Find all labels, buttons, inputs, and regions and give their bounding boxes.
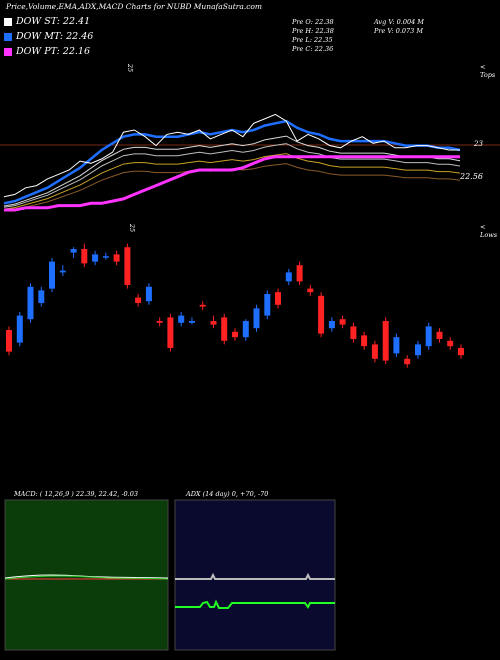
legend-swatch-st [4,17,12,26]
candle-up [92,254,99,262]
legend-dow-pt-label: DOW PT: 22.16 [16,46,90,57]
legend-dow-mt: DOW MT: 22.46 [4,31,93,42]
candle-down [167,317,174,348]
candle-down [124,247,131,285]
candle-up [102,256,109,258]
marker-low: 25 [128,223,137,233]
price-level-23: 23 [474,140,483,148]
marker-top: 25 [126,63,135,73]
adx-line [175,572,335,580]
adx-plus-line [175,599,335,609]
candle-up [16,315,23,343]
candle-down [232,331,238,338]
prev-close: Pre C: 22.36 [292,45,334,53]
candle-down [382,321,389,361]
legend-swatch-pt [4,47,12,56]
candle-up [145,286,152,302]
candle-down [210,321,217,325]
candle-up [27,286,34,320]
candle-down [307,288,314,293]
tops-label: < Tops [480,63,496,79]
candle-up [242,321,249,338]
candle-down [135,297,142,303]
legend-dow-mt-label: DOW MT: 22.46 [16,31,94,42]
price-level-2256: 22.56 [460,172,483,181]
chart-title: Price,Volume,EMA,ADX,MACD Charts for NUB… [6,2,263,11]
candle-up [328,321,335,329]
prev-high: Pre H: 22.38 [292,27,334,35]
candle-up [70,249,77,253]
legend-dow-pt: DOW PT: 22.16 [4,46,90,57]
prev-low: Pre L: 22.35 [292,36,333,44]
legend-dow-st-label: DOW ST: 22.41 [16,16,91,27]
candle-down [318,295,325,334]
candle-down [404,358,411,365]
candle-down [199,304,206,307]
lows-label: < Lows [480,223,498,239]
candle-up [264,294,271,316]
dow-pt-line [4,155,460,212]
candle-up [38,290,45,303]
ema-band-grey-1 [3,135,461,207]
candle-down [339,319,346,325]
candle-down [113,254,120,262]
candle-down [350,326,357,339]
candle-up [393,337,400,354]
ema-band-grey-2 [3,143,461,208]
adx-title: ADX (14 day) 0, +70, -70 [186,490,269,498]
avg-volume: Avg V: 0.004 M [374,18,424,26]
candle-down [275,292,281,305]
dow-mt-line [3,119,461,205]
legend-dow-st: DOW ST: 22.41 [4,16,90,27]
candle-up [425,326,432,347]
macd-histogram-line [4,575,169,580]
candle-down [296,265,303,282]
candle-down [81,249,88,264]
macd-panel [4,499,169,651]
dow-st-line [3,113,460,198]
candle-up [285,272,292,282]
candle-down [361,335,368,347]
candle-down [156,321,163,323]
candle-up [189,321,195,323]
candle-up [49,261,55,289]
candle-down [436,331,443,339]
adx-panel [174,499,336,651]
ema-band-gold [3,153,461,210]
candle-up [253,308,260,329]
candle-down [458,348,464,356]
candle-down [6,330,12,352]
candle-down [221,317,228,341]
legend-swatch-mt [4,32,12,41]
candle-up [415,344,421,356]
prev-volume: Pre V: 0.073 M [374,27,424,35]
macd-title: MACD: ( 12,26,9 ) 22.39, 22.42, -0.03 [14,490,139,498]
candle-down [371,344,378,359]
candle-down [447,340,454,347]
prev-open: Pre O: 22.38 [292,18,334,26]
candle-up [178,315,185,323]
candle-up [59,270,66,273]
